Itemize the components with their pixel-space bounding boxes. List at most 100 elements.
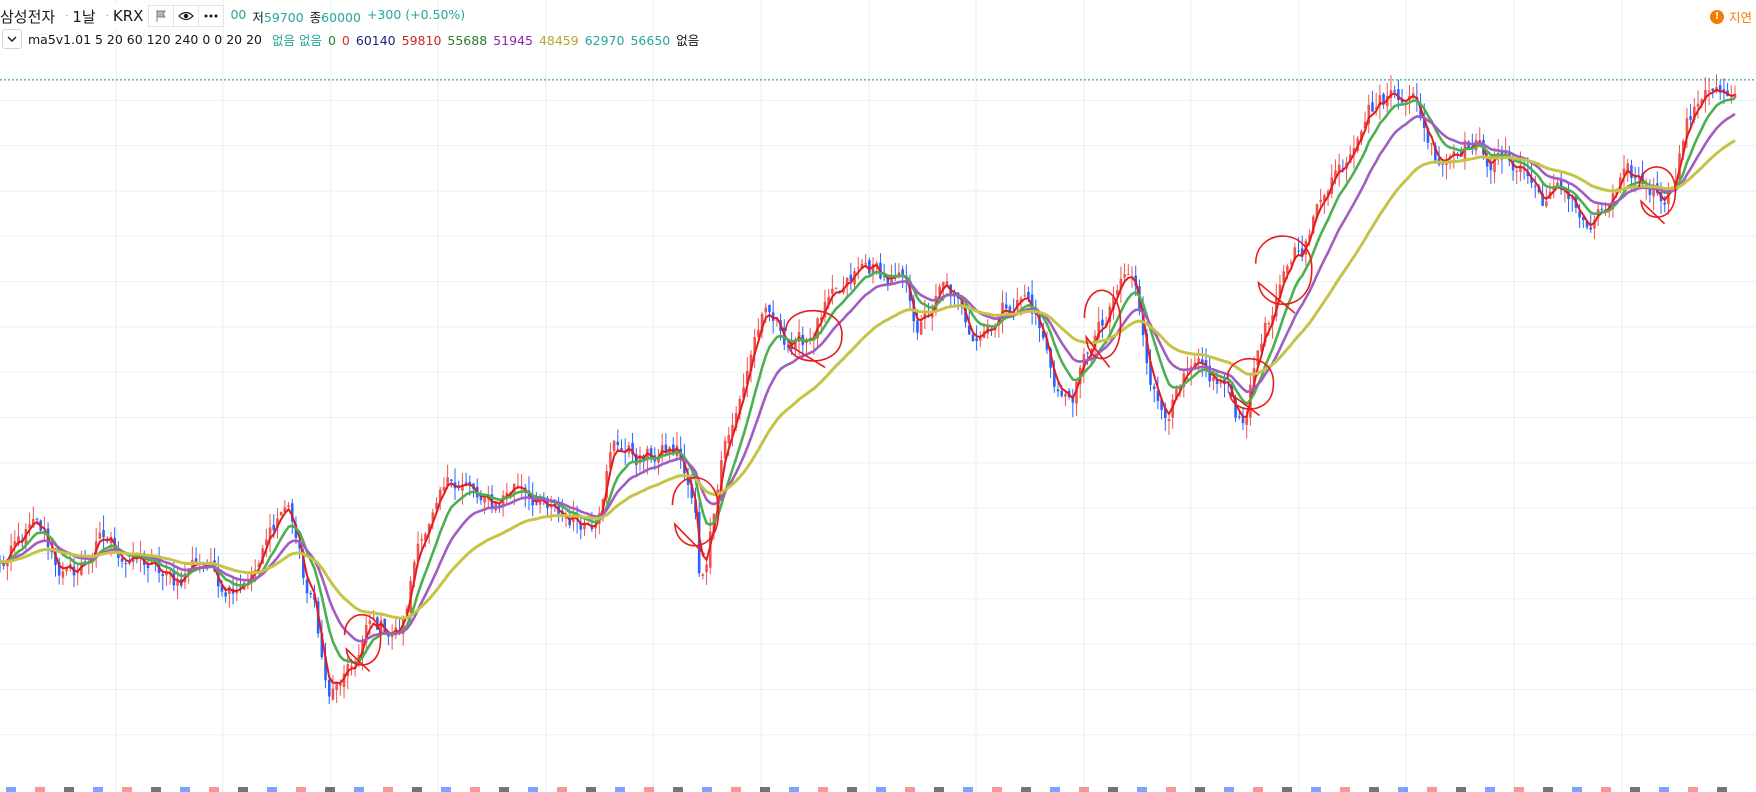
candle-body — [1112, 296, 1115, 310]
candle-body — [1545, 201, 1548, 207]
x-axis-tick-label — [615, 787, 625, 792]
x-axis-tick-label — [93, 787, 103, 792]
annotation-circle — [1254, 235, 1313, 314]
indicator-value: 0 — [327, 32, 336, 48]
indicator-name[interactable]: ma5v1.01 5 20 60 120 240 0 0 20 20 — [28, 31, 262, 47]
candle-body — [1086, 352, 1089, 354]
candle-body — [424, 533, 427, 541]
candle-body — [882, 275, 886, 277]
candle-body — [964, 308, 967, 323]
close-value: 60000 — [321, 9, 361, 25]
candle-body — [213, 560, 216, 571]
candle-body — [161, 573, 165, 577]
candle-body — [745, 370, 749, 385]
candle-body — [579, 522, 583, 530]
candle-body — [76, 572, 79, 574]
candle-body — [1485, 156, 1489, 167]
candle-body — [224, 592, 227, 597]
x-axis-tick-label — [1659, 787, 1669, 792]
candle-body — [742, 387, 745, 399]
candle-body — [220, 584, 224, 592]
candle-body — [1323, 195, 1326, 201]
candle-body — [1164, 407, 1167, 419]
x-axis-tick-label — [1108, 787, 1118, 792]
annotation-circle — [785, 309, 843, 369]
candle-body — [339, 684, 342, 686]
flag-button[interactable] — [148, 5, 175, 27]
collapse-legend-button[interactable] — [2, 29, 22, 49]
x-axis-tick-label — [644, 787, 654, 792]
candle-body — [834, 288, 838, 290]
candle-body — [749, 354, 753, 372]
candle-body — [505, 492, 509, 497]
x-axis-tick-label — [905, 787, 915, 792]
candle-body — [1075, 381, 1078, 404]
visibility-button[interactable] — [173, 5, 200, 27]
candle-body — [235, 590, 239, 594]
candle-body — [276, 518, 279, 528]
candle-body — [1397, 89, 1400, 101]
candle-body — [265, 539, 268, 546]
candle-body — [649, 448, 653, 458]
candle-body — [1045, 338, 1049, 350]
candle-body — [268, 527, 272, 540]
candle-body — [1667, 190, 1670, 205]
candle-body — [1193, 362, 1197, 368]
low-group: 저59700 — [252, 7, 303, 26]
x-axis-tick-label — [412, 787, 422, 792]
annotation-circle — [1638, 166, 1677, 225]
candle-body — [1533, 186, 1537, 188]
candle-body — [1685, 118, 1689, 139]
candle-body — [1378, 95, 1382, 106]
low-value: 59700 — [263, 9, 304, 25]
candle-body — [1127, 274, 1130, 276]
candle-body — [568, 520, 571, 526]
candle-body — [1019, 298, 1023, 303]
candle-body — [1696, 103, 1700, 107]
x-axis-tick-label — [1398, 787, 1408, 792]
candle-body — [1119, 278, 1123, 290]
interval-label[interactable]: 1날 — [72, 7, 96, 26]
x-axis-tick-label — [992, 787, 1002, 792]
indicator-value: 59810 — [401, 32, 442, 48]
candle-body — [1167, 419, 1171, 422]
candle-body — [516, 485, 520, 487]
x-axis-tick-label — [122, 787, 132, 792]
candle-body — [350, 665, 353, 667]
candle-body — [342, 673, 346, 688]
candle-body — [331, 688, 335, 700]
symbol-name[interactable]: 삼성전자 — [0, 7, 56, 26]
x-axis-tick-label — [702, 787, 712, 792]
x-axis-tick-label — [1601, 787, 1611, 792]
candle-body — [727, 434, 731, 444]
more-icon — [204, 14, 218, 18]
candle-body — [860, 263, 864, 269]
candle-body — [461, 484, 464, 491]
ohlc-partial-value: 00 — [230, 6, 247, 22]
candle-body — [379, 620, 383, 633]
exchange-label[interactable]: KRX — [112, 7, 144, 25]
candle-body — [298, 540, 301, 549]
x-axis-tick-label — [1456, 787, 1466, 792]
more-button[interactable] — [198, 5, 225, 27]
x-axis-tick-label — [847, 787, 857, 792]
data-delay-notice[interactable]: ! 지연 — [1709, 7, 1752, 26]
candle-body — [731, 424, 734, 437]
candle-body — [1622, 168, 1626, 176]
candle-body — [483, 496, 486, 503]
candle-body — [479, 494, 483, 501]
candle-body — [1297, 250, 1300, 252]
candle-body — [605, 471, 608, 498]
x-axis-tick-label — [963, 787, 973, 792]
candle-body — [346, 664, 350, 676]
ohlc-values: 00 저59700 종60000 +300 (+0.50%) — [230, 7, 465, 26]
x-axis-tick-label — [586, 787, 596, 792]
candle-body — [1311, 216, 1315, 234]
candle-body — [564, 517, 568, 519]
symbol-info[interactable]: 삼성전자 · 1날 · KRX — [0, 4, 227, 28]
candle-body — [320, 632, 324, 658]
candle-body — [1707, 90, 1711, 92]
eye-icon — [178, 11, 195, 21]
x-axis-tick-label — [499, 787, 509, 792]
